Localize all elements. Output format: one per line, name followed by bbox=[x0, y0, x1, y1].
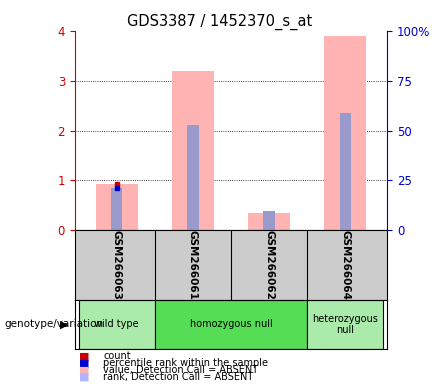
Text: count: count bbox=[103, 351, 131, 361]
Text: GSM266064: GSM266064 bbox=[340, 230, 350, 300]
Bar bbox=[324, 36, 366, 230]
Bar bbox=[172, 71, 214, 230]
Text: heterozygous
null: heterozygous null bbox=[312, 314, 378, 335]
Bar bbox=[79, 300, 155, 349]
Text: ■: ■ bbox=[79, 358, 90, 368]
Bar bbox=[340, 113, 351, 230]
Text: ■: ■ bbox=[79, 365, 90, 375]
Bar bbox=[155, 300, 307, 349]
Bar bbox=[187, 124, 198, 230]
Text: GSM266063: GSM266063 bbox=[112, 230, 122, 300]
Bar bbox=[96, 184, 138, 230]
Text: rank, Detection Call = ABSENT: rank, Detection Call = ABSENT bbox=[103, 372, 253, 382]
Text: percentile rank within the sample: percentile rank within the sample bbox=[103, 358, 268, 368]
Bar bbox=[307, 300, 383, 349]
Text: ■: ■ bbox=[79, 372, 90, 382]
Text: genotype/variation: genotype/variation bbox=[4, 319, 103, 329]
Text: value, Detection Call = ABSENT: value, Detection Call = ABSENT bbox=[103, 365, 259, 375]
Bar bbox=[264, 212, 275, 230]
Text: wild type: wild type bbox=[95, 319, 139, 329]
Text: GSM266062: GSM266062 bbox=[264, 230, 274, 300]
Text: ▶: ▶ bbox=[59, 319, 68, 329]
Bar bbox=[111, 189, 122, 230]
Bar bbox=[248, 213, 290, 230]
Text: GDS3387 / 1452370_s_at: GDS3387 / 1452370_s_at bbox=[127, 13, 313, 30]
Text: ■: ■ bbox=[79, 351, 90, 361]
Text: homozygous null: homozygous null bbox=[190, 319, 272, 329]
Text: GSM266061: GSM266061 bbox=[188, 230, 198, 300]
